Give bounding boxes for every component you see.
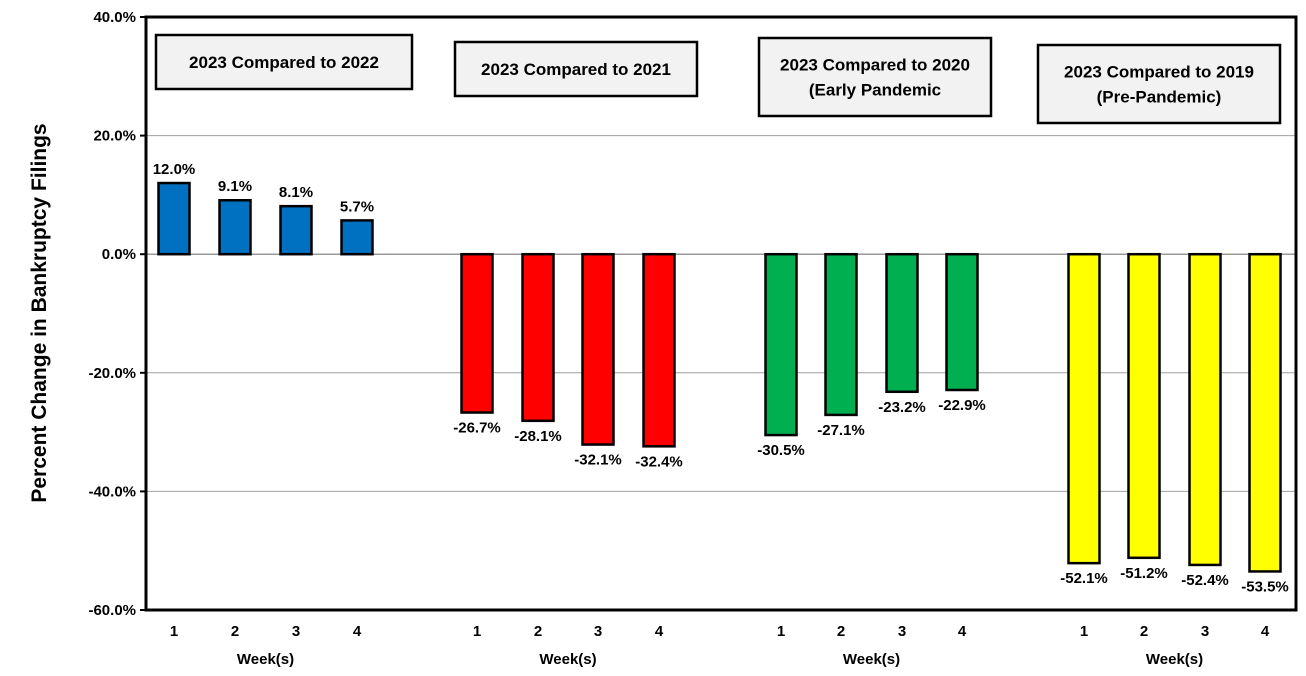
bar (460, 252, 494, 414)
gridlines (146, 135, 1296, 492)
data-label: -53.5% (1241, 578, 1289, 595)
y-tick-label: -20.0% (88, 365, 136, 382)
x-tick-label: 3 (1201, 623, 1209, 640)
group-title-text: (Early Pandemic (809, 81, 941, 100)
x-tick-label: 4 (1261, 623, 1270, 640)
data-label: -32.4% (635, 453, 683, 470)
x-tick-label: 4 (353, 623, 362, 640)
group-title-text: 2023 Compared to 2022 (189, 53, 379, 72)
x-tick-label: 4 (958, 623, 967, 640)
y-axis-label: Percent Change in Bankruptcy Filings (28, 123, 51, 502)
x-tick-label: 1 (170, 623, 178, 640)
data-label: -52.1% (1060, 570, 1108, 587)
bar (1188, 252, 1222, 567)
data-label: -26.7% (453, 420, 501, 437)
x-tick-label: 4 (655, 623, 664, 640)
group-title-box (154, 33, 414, 91)
x-tick-label: 2 (837, 623, 845, 640)
y-tick-label: 0.0% (102, 246, 136, 263)
bar (521, 252, 555, 423)
y-tick-label: -40.0% (88, 483, 136, 500)
data-label: -51.2% (1120, 565, 1168, 582)
group-title-text: 2023 Compared to 2021 (481, 60, 671, 79)
data-label: -52.4% (1181, 572, 1229, 589)
x-axis: 1 2 3 4 Week(s) 1 2 3 4 Week(s) 1 2 3 4 Week(s) 1 2 3 4 Wee… (170, 623, 1270, 668)
y-tick-label: -60.0% (88, 602, 136, 619)
bar (1127, 252, 1161, 560)
x-tick-label: 3 (594, 623, 602, 640)
x-tick-label: 3 (292, 623, 300, 640)
data-label: -30.5% (757, 442, 805, 459)
bar (824, 252, 858, 417)
bar (885, 252, 919, 394)
data-label: 12.0% (153, 161, 196, 178)
x-tick-label: 2 (1140, 623, 1148, 640)
bar (340, 219, 374, 256)
x-axis-label: Week(s) (539, 651, 596, 668)
data-label: -27.1% (817, 422, 865, 439)
plot-frame (144, 15, 1298, 612)
data-label: -22.9% (938, 397, 986, 414)
bar (279, 204, 313, 256)
group-title-box (1036, 43, 1282, 125)
group-title-text: 2023 Compared to 2019 (1064, 63, 1254, 82)
data-labels: 12.0% 9.1% 8.1% 5.7% -26.7% -28.1% -32.1% -32.4… (153, 161, 1289, 595)
x-tick-label: 2 (534, 623, 542, 640)
x-tick-label: 3 (898, 623, 906, 640)
group-title-text: 2023 Compared to 2020 (780, 56, 970, 75)
bar (1248, 252, 1282, 573)
data-label: 9.1% (218, 178, 252, 195)
x-axis-label: Week(s) (237, 651, 294, 668)
x-axis-label: Week(s) (843, 651, 900, 668)
data-label: 5.7% (340, 198, 374, 215)
x-tick-label: 1 (1080, 623, 1088, 640)
group-title-boxes: 2023 Compared to 2022 2023 Compared to 20… (154, 33, 1282, 125)
y-tick-label: 20.0% (93, 128, 136, 145)
bar (157, 181, 191, 256)
data-label: -32.1% (574, 452, 622, 469)
bar (764, 252, 798, 437)
x-tick-label: 1 (777, 623, 785, 640)
data-label: -28.1% (514, 428, 562, 445)
bar (642, 252, 676, 448)
y-tick-label: 40.0% (93, 9, 136, 26)
group-title-box (453, 40, 699, 98)
data-label: -23.2% (878, 399, 926, 416)
y-axis-ticks: 40.0% 20.0% 0.0% -20.0% -40.0% -60.0% (88, 9, 146, 619)
x-tick-label: 2 (231, 623, 239, 640)
bars (157, 181, 1282, 573)
data-label: 8.1% (279, 184, 313, 201)
bar (581, 252, 615, 446)
x-axis-label: Week(s) (1146, 651, 1203, 668)
bar (1067, 252, 1101, 565)
x-tick-label: 1 (473, 623, 481, 640)
group-title-text: (Pre-Pandemic) (1097, 88, 1222, 107)
bar (945, 252, 979, 392)
bar (218, 198, 252, 256)
group-title-box (757, 36, 993, 118)
